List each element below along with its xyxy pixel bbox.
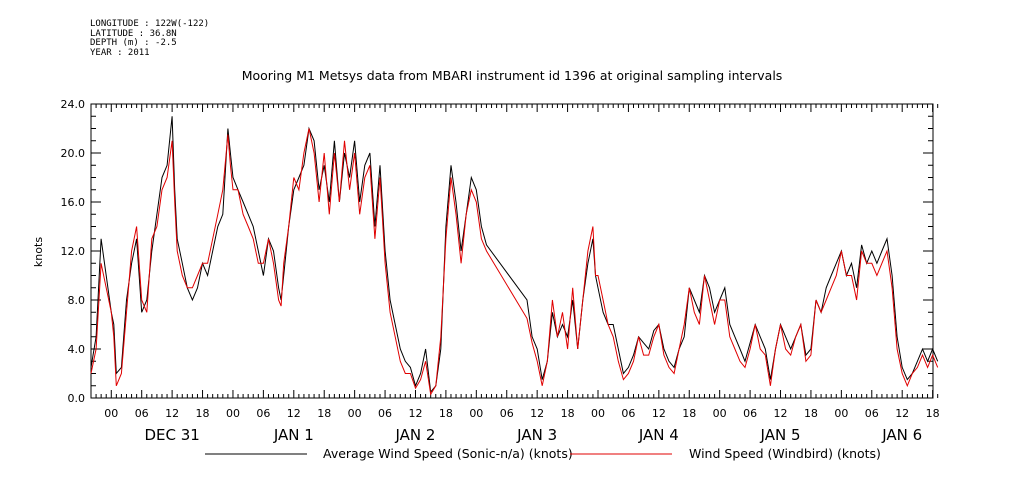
x-tick-label: 18 <box>926 407 940 420</box>
depth-text: DEPTH (m) : -2.5 <box>90 38 177 48</box>
x-tick-label: 12 <box>652 407 666 420</box>
x-tick-label: 12 <box>287 407 301 420</box>
legend-label-windbird: Wind Speed (Windbird) (knots) <box>689 446 881 461</box>
x-day-label: JAN 4 <box>638 426 679 444</box>
y-tick-label: 4.0 <box>68 343 86 356</box>
x-tick-label: 00 <box>226 407 240 420</box>
x-tick-label: 06 <box>135 407 149 420</box>
y-tick-label: 24.0 <box>61 98 86 111</box>
y-tick-label: 8.0 <box>68 294 86 307</box>
latitude-text: LATITUDE : 36.8N <box>90 28 177 39</box>
x-axis: 00 06 12 18 00 06 12 18 00 06 12 18 00 06 12 18 00 06 12 18… <box>90 104 940 444</box>
x-tick-label: 12 <box>530 407 544 420</box>
chart-title: Mooring M1 Metsys data from MBARI instru… <box>242 68 783 83</box>
series-line-windbird <box>90 128 939 396</box>
legend: Average Wind Speed (Sonic-n/a) (knots) W… <box>205 446 881 461</box>
y-axis-label: knots <box>32 237 45 267</box>
x-tick-label: 06 <box>865 407 879 420</box>
y-tick-label: 0.0 <box>68 392 86 405</box>
x-tick-label: 00 <box>348 407 362 420</box>
x-day-label: JAN 2 <box>394 426 435 444</box>
x-tick-label: 18 <box>561 407 575 420</box>
y-tick-label: 16.0 <box>61 196 86 209</box>
x-tick-label: 18 <box>439 407 453 420</box>
metadata-block: LONGITUDE : 122W(-122) LATITUDE : 36.8N … <box>90 19 210 58</box>
x-tick-label: 00 <box>713 407 727 420</box>
x-day-label: DEC 31 <box>144 426 199 444</box>
x-tick-label: 00 <box>591 407 605 420</box>
series-layer <box>90 116 939 396</box>
y-tick-label: 20.0 <box>61 147 86 160</box>
series-line-sonic <box>90 116 939 394</box>
x-tick-label: 06 <box>378 407 392 420</box>
y-axis: 0.0 4.0 8.0 12.0 16.0 20.0 24.0 <box>61 98 933 405</box>
x-tick-label: 18 <box>682 407 696 420</box>
x-tick-label: 18 <box>804 407 818 420</box>
x-tick-label: 12 <box>165 407 179 420</box>
x-day-label: JAN 1 <box>273 426 314 444</box>
x-day-label: JAN 5 <box>760 426 801 444</box>
x-tick-label: 00 <box>469 407 483 420</box>
x-tick-label: 12 <box>774 407 788 420</box>
x-tick-label: 06 <box>500 407 514 420</box>
x-day-label: JAN 6 <box>881 426 922 444</box>
x-tick-label: 06 <box>743 407 757 420</box>
x-tick-label: 18 <box>196 407 210 420</box>
legend-label-sonic: Average Wind Speed (Sonic-n/a) (knots) <box>323 446 573 461</box>
x-tick-label: 06 <box>621 407 635 420</box>
year-text: YEAR : 2011 <box>90 47 150 58</box>
y-tick-label: 12.0 <box>61 245 86 258</box>
x-tick-label: 00 <box>834 407 848 420</box>
longitude-text: LONGITUDE : 122W(-122) <box>90 19 210 29</box>
x-day-label: JAN 3 <box>516 426 557 444</box>
x-tick-label: 12 <box>408 407 422 420</box>
x-tick-label: 00 <box>104 407 118 420</box>
x-tick-label: 12 <box>895 407 909 420</box>
x-tick-label: 06 <box>256 407 270 420</box>
x-tick-label: 18 <box>317 407 331 420</box>
